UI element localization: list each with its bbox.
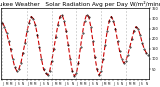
Title: Milwaukee Weather   Solar Radiation Avg per Day W/m²/minute: Milwaukee Weather Solar Radiation Avg pe…	[0, 1, 160, 7]
